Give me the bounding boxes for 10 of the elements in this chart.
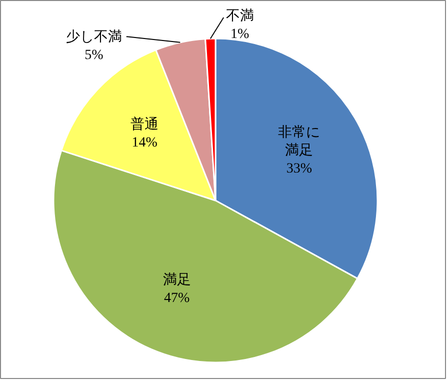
slice-label: 不満 bbox=[226, 8, 254, 24]
slice-label: 満足 bbox=[162, 272, 191, 288]
slice-label: 少し不満 bbox=[66, 29, 122, 46]
data-label: 5% bbox=[84, 48, 104, 64]
data-label: 33% bbox=[286, 162, 312, 177]
slice-label: 非常に満足 bbox=[278, 124, 320, 159]
slice-label: 普通 bbox=[130, 115, 159, 132]
data-label: 14% bbox=[132, 135, 158, 150]
data-label: 1% bbox=[230, 27, 250, 42]
data-label: 47% bbox=[164, 291, 190, 306]
